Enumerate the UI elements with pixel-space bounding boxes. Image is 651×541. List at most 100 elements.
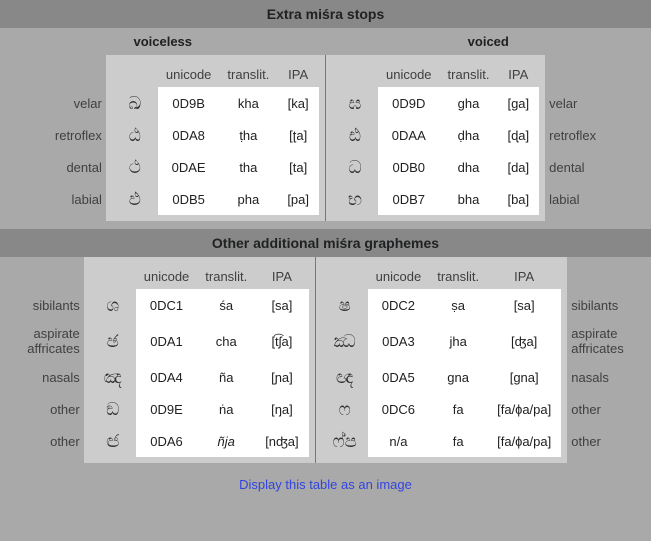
row-label: dental <box>545 151 600 183</box>
table-row: ඥ0DA5gna[gna] <box>322 361 562 393</box>
panel-right: unicodetranslit.IPAෂ0DC2ṣa[sa]ඣ0DA3jha[ʤ… <box>316 257 568 463</box>
ipa-cell: [ɖa] <box>497 119 539 151</box>
row-label: retroflex <box>51 119 106 151</box>
table-row: ශ0DC1śa[sa] <box>90 289 309 321</box>
unicode-cell: 0DC6 <box>368 393 430 425</box>
col-ipa: IPA <box>497 61 539 87</box>
table-row: ඞ0D9Eṅa[ŋa] <box>90 393 309 425</box>
glyph-cell: ෆ්ප <box>322 425 368 457</box>
row-label: labial <box>545 183 600 215</box>
table-row: ඪ0DAAḍha[ɖa] <box>332 119 539 151</box>
glyph-cell: ඵ <box>112 183 158 215</box>
row-label: velar <box>545 87 600 119</box>
row-label: aspirate affricates <box>567 321 628 361</box>
row-labels-right: sibilantsaspirate affricatesnasalsothero… <box>567 257 628 463</box>
table-row: ෆ0DC6fa[fa/ɸa/pa] <box>322 393 562 425</box>
unicode-cell: 0DB7 <box>378 183 440 215</box>
row-label: velar <box>51 87 106 119</box>
ipa-cell: [pa] <box>277 183 319 215</box>
translit-cell: ṣa <box>429 289 487 321</box>
glyph-cell: ඡ <box>90 321 136 361</box>
glyph-cell: ශ <box>90 289 136 321</box>
ipa-cell: [ga] <box>497 87 539 119</box>
sub-right: voiced <box>326 28 651 55</box>
table-row: භ0DB7bha[ba] <box>332 183 539 215</box>
col-translit: translit. <box>197 263 255 289</box>
translit-cell: gna <box>429 361 487 393</box>
ipa-cell: [da] <box>497 151 539 183</box>
row-label: retroflex <box>545 119 600 151</box>
col-translit: translit. <box>219 61 277 87</box>
col-glyph <box>112 61 158 87</box>
row-label: nasals <box>23 361 84 393</box>
glyph-cell: ඞ <box>90 393 136 425</box>
unicode-cell: 0DAA <box>378 119 440 151</box>
table-row: ඛ0D9Bkha[ka] <box>112 87 319 119</box>
translit-cell: ñja <box>197 425 255 457</box>
col-unicode: unicode <box>158 61 220 87</box>
glyph-cell: ෂ <box>322 289 368 321</box>
ipa-cell: [gna] <box>487 361 561 393</box>
unicode-cell: 0DC1 <box>136 289 198 321</box>
ipa-cell: [fa/ɸa/pa] <box>487 393 561 425</box>
translit-cell: jha <box>429 321 487 361</box>
glyph-cell: ඨ <box>112 119 158 151</box>
row-label: labial <box>51 183 106 215</box>
table-row: ඤ0DA4ña[ɲa] <box>90 361 309 393</box>
translit-cell: gha <box>440 87 498 119</box>
translit-cell: ña <box>197 361 255 393</box>
row-labels-right: velarretroflexdentallabial <box>545 55 600 221</box>
row-label: sibilants <box>567 289 628 321</box>
table-row: ෂ0DC2ṣa[sa] <box>322 289 562 321</box>
col-glyph <box>322 263 368 289</box>
glyph-cell: ඣ <box>322 321 368 361</box>
table-row: ඵ0DB5pha[pa] <box>112 183 319 215</box>
unicode-cell: 0DC2 <box>368 289 430 321</box>
translit-cell: bha <box>440 183 498 215</box>
glyph-cell: ඥ <box>322 361 368 393</box>
translit-cell: dha <box>440 151 498 183</box>
unicode-cell: 0DA4 <box>136 361 198 393</box>
ipa-cell: [nʤa] <box>255 425 308 457</box>
table-row: ඝ0D9Dgha[ga] <box>332 87 539 119</box>
unicode-cell: 0DA6 <box>136 425 198 457</box>
translit-cell: ḍha <box>440 119 498 151</box>
col-ipa: IPA <box>487 263 561 289</box>
col-unicode: unicode <box>368 263 430 289</box>
row-label: sibilants <box>23 289 84 321</box>
panel-left: unicodetranslit.IPAඛ0D9Bkha[ka]ඨ0DA8ṭha[… <box>106 55 325 221</box>
translit-cell: tha <box>219 151 277 183</box>
ipa-cell: [ʤa] <box>487 321 561 361</box>
ipa-cell: [ʈa] <box>277 119 319 151</box>
row-label: other <box>23 425 84 457</box>
translit-cell: fa <box>429 425 487 457</box>
col-translit: translit. <box>440 61 498 87</box>
display-image-link[interactable]: Display this table as an image <box>239 477 412 492</box>
translit-cell: ṭha <box>219 119 277 151</box>
unicode-cell: 0DA3 <box>368 321 430 361</box>
translit-cell: śa <box>197 289 255 321</box>
ipa-cell: [ta] <box>277 151 319 183</box>
col-translit: translit. <box>429 263 487 289</box>
section-title: Other additional miśra graphemes <box>0 229 651 257</box>
translit-cell: kha <box>219 87 277 119</box>
table-row: ෆ්පn/afa[fa/ɸa/pa] <box>322 425 562 457</box>
glyph-cell: ෆ <box>322 393 368 425</box>
translit-cell: fa <box>429 393 487 425</box>
unicode-cell: 0DB0 <box>378 151 440 183</box>
row-label: nasals <box>567 361 628 393</box>
translit-cell: ṅa <box>197 393 255 425</box>
unicode-cell: 0DA1 <box>136 321 198 361</box>
row-label: other <box>567 393 628 425</box>
unicode-cell: 0D9E <box>136 393 198 425</box>
grapheme-table: unicodetranslit.IPAෂ0DC2ṣa[sa]ඣ0DA3jha[ʤ… <box>322 263 562 457</box>
table-row: ධ0DB0dha[da] <box>332 151 539 183</box>
table-row: ඨ0DA8ṭha[ʈa] <box>112 119 319 151</box>
panel-right: unicodetranslit.IPAඝ0D9Dgha[ga]ඪ0DAAḍha[… <box>326 55 545 221</box>
table-row: ඣ0DA3jha[ʤa] <box>322 321 562 361</box>
ipa-cell: [ɲa] <box>255 361 308 393</box>
ipa-cell: [sa] <box>255 289 308 321</box>
footer: Display this table as an image <box>0 471 651 500</box>
col-ipa: IPA <box>277 61 319 87</box>
unicode-cell: n/a <box>368 425 430 457</box>
